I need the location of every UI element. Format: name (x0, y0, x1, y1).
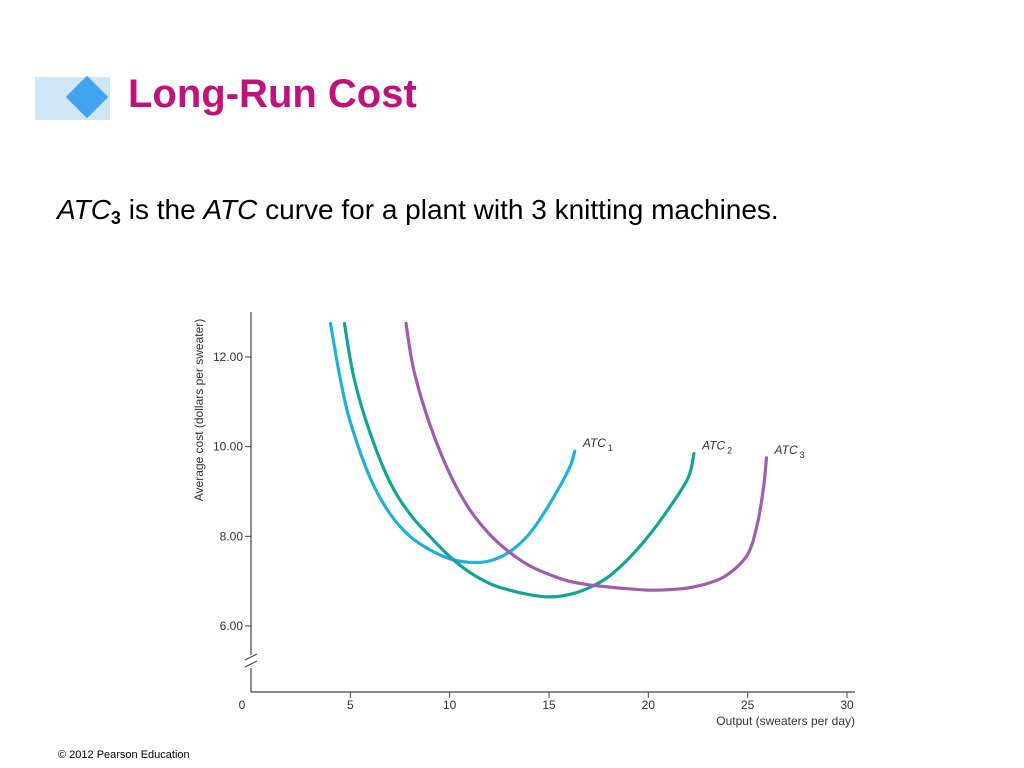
y-tick-label: 10.00 (213, 440, 243, 454)
axis-break-mark (244, 660, 258, 668)
axis-break-mark (244, 653, 258, 661)
x-tick-label: 20 (642, 698, 656, 712)
atc3-label: ATC 3 (774, 443, 805, 460)
x-tick-label: 15 (542, 698, 556, 712)
x-tick-label: 0 (239, 698, 246, 712)
atc2-label: ATC 2 (701, 438, 732, 455)
atc2-curve (342, 321, 696, 599)
x-tick-label: 5 (347, 698, 354, 712)
subtitle-middle: is the (120, 194, 204, 225)
atc1-label: ATC 1 (582, 436, 613, 453)
y-tick-label: 8.00 (220, 529, 244, 543)
subtitle-atc-sub: 3 (110, 208, 121, 228)
subtitle-atc: ATC (57, 194, 111, 225)
x-axis-title: Output (sweaters per day) (716, 714, 855, 728)
x-tick-label: 25 (741, 698, 755, 712)
y-axis-title: Average cost (dollars per sweater) (192, 319, 206, 502)
y-tick-label: 12.00 (213, 350, 243, 364)
atc3-curve (404, 321, 769, 592)
y-tick-label: 6.00 (220, 619, 244, 633)
subtitle-rest: curve for a plant with 3 knitting machin… (257, 194, 779, 225)
slide-subtitle: ATC3 is the ATC curve for a plant with 3… (57, 194, 779, 229)
x-tick-label: 30 (840, 698, 854, 712)
subtitle-atc2: ATC (203, 194, 258, 225)
x-tick-label: 10 (443, 698, 457, 712)
atc1-curve (328, 321, 577, 565)
copyright-footer: © 2012 Pearson Education (58, 749, 190, 761)
slide-title: Long-Run Cost (128, 72, 417, 116)
